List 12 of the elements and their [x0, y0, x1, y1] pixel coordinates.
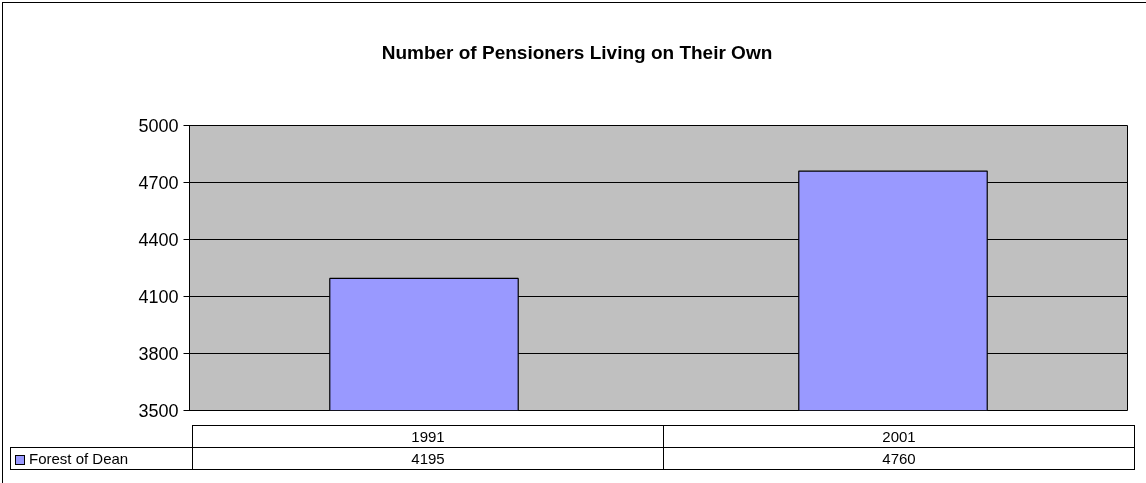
y-tick-label: 3800	[138, 344, 179, 364]
data-label: 4195	[192, 447, 664, 470]
data-label: 4760	[663, 447, 1135, 470]
y-tick-label: 4100	[138, 287, 179, 307]
y-tick-label: 4400	[138, 230, 179, 250]
legend-label: Forest of Dean	[10, 447, 193, 470]
y-tick-label: 3500	[138, 401, 179, 421]
x-tick-label: 1991	[192, 425, 664, 448]
x-tick-label: 2001	[663, 425, 1135, 448]
y-tick-label: 4700	[138, 173, 179, 193]
chart-title: Number of Pensioners Living on Their Own	[380, 41, 774, 64]
y-tick-label: 5000	[138, 116, 179, 136]
